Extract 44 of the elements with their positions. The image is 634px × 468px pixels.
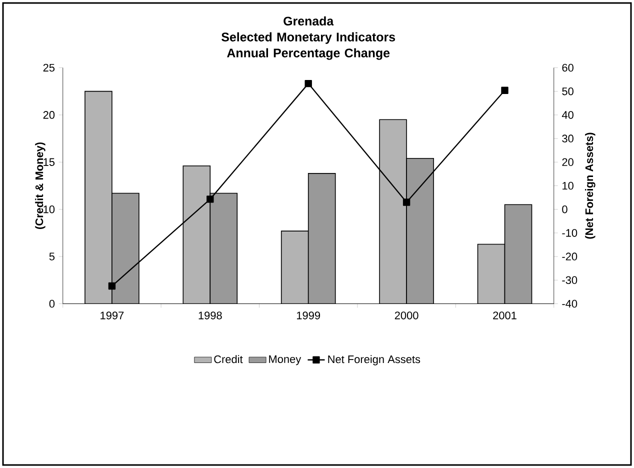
y2-axis-title: (Net Foreign Assets) [585,132,596,239]
x-tick-label: 1997 [100,312,124,320]
y-axis-title: (Credit & Money) [35,142,46,230]
bar [308,173,336,304]
y2-tick-label: 10 [562,182,574,190]
x-tick-label: 2001 [493,312,516,320]
x-tick-label: 1999 [296,312,320,320]
point [108,282,116,290]
legend-label: Net Foreign Assets [328,355,420,366]
bar [280,230,309,304]
legend-label: Credit [214,355,243,364]
y-tick-label: 10 [44,205,55,214]
point [206,196,214,203]
y-tick-label: 5 [49,252,55,260]
y2-tick-label: -30 [562,276,578,284]
chart-subtitle: Selected Monetary Indicators Annual Percentage Change [222,32,396,60]
bar [477,244,506,304]
y2-tick-label: 20 [562,158,574,166]
y-tick-label: 0 [49,300,55,308]
y2-tick-label: 30 [562,134,574,142]
point [501,86,508,94]
y2-tick-label: 60 [562,64,574,72]
y2-tick-label: 40 [562,111,574,119]
y2-tick-label: -20 [562,252,578,260]
y-tick-label: 15 [44,158,55,166]
bar [112,192,140,304]
bar [406,158,434,304]
y-tick-label: 25 [43,64,55,72]
y2-tick-label: 0 [562,205,568,214]
chart-title: Grenada [284,16,334,26]
bar [182,166,211,304]
bar [379,119,407,304]
bar [504,204,532,304]
y-tick-label: 20 [43,111,55,119]
y2-tick-label: -10 [562,229,578,237]
x-tick-label: 2000 [394,312,418,320]
bar [210,192,238,304]
x-tick-label: 1998 [198,312,222,320]
y2-tick-label: -40 [562,300,578,308]
point [304,80,312,88]
y2-tick-label: 50 [562,87,574,96]
bar [84,90,112,304]
point [402,198,410,206]
legend-label: Money [269,355,302,366]
